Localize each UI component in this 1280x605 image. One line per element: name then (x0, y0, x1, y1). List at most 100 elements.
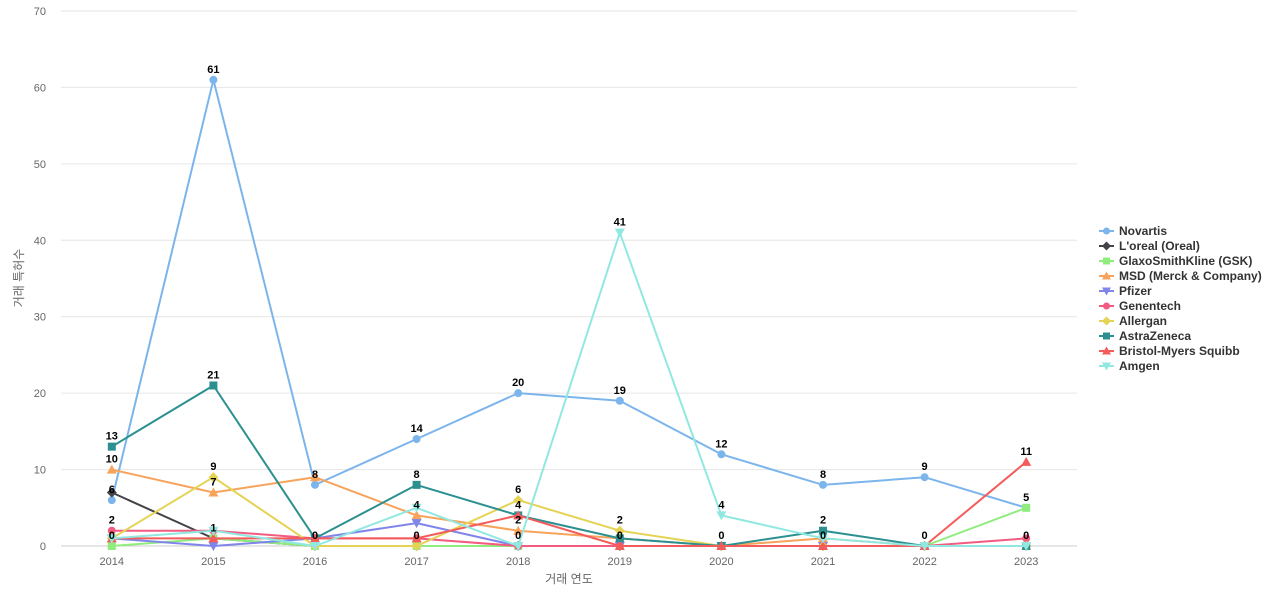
data-point[interactable] (411, 503, 422, 513)
data-point[interactable] (615, 396, 624, 405)
data-point[interactable] (310, 533, 320, 543)
data-point[interactable] (208, 542, 219, 551)
data-point[interactable] (513, 525, 524, 535)
data-point[interactable] (208, 533, 219, 543)
data-point[interactable] (209, 75, 218, 84)
data-point[interactable] (106, 464, 117, 474)
y-tick-label: 40 (34, 235, 46, 247)
legend-label[interactable]: Pfizer (1119, 284, 1152, 298)
legend-marker[interactable] (1102, 287, 1111, 296)
data-label: 4 (718, 499, 725, 511)
data-point[interactable] (107, 442, 116, 451)
data-point[interactable] (208, 487, 219, 497)
data-point[interactable] (920, 473, 929, 482)
data-point[interactable] (411, 541, 422, 551)
legend-label[interactable]: AstraZeneca (1119, 329, 1191, 343)
data-point[interactable] (1021, 456, 1032, 466)
legend-label[interactable]: Genentech (1119, 299, 1181, 313)
data-point[interactable] (412, 435, 421, 443)
legend-item[interactable]: L'oreal (Oreal) (1099, 239, 1200, 253)
data-point[interactable] (209, 381, 218, 390)
legend-label[interactable]: Amgen (1119, 359, 1160, 373)
legend-label[interactable]: Novartis (1119, 224, 1167, 238)
data-point[interactable] (411, 519, 422, 529)
data-point[interactable] (513, 510, 524, 520)
data-point[interactable] (716, 541, 727, 550)
x-tick-label: 2016 (303, 556, 327, 568)
data-point[interactable] (818, 534, 828, 544)
data-point[interactable] (513, 495, 524, 506)
legend-marker[interactable] (1102, 346, 1111, 355)
legend-label[interactable]: Allergan (1119, 314, 1167, 328)
data-point[interactable] (107, 542, 116, 550)
legend-label[interactable]: L'oreal (Oreal) (1119, 239, 1200, 253)
legend-marker[interactable] (1103, 227, 1110, 235)
data-point[interactable] (412, 480, 421, 489)
legend-item[interactable]: Novartis (1099, 224, 1167, 238)
data-point[interactable] (819, 480, 827, 489)
legend-item[interactable]: GlaxoSmithKline (GSK) (1099, 254, 1252, 268)
legend-marker[interactable] (1102, 362, 1111, 371)
data-point[interactable] (106, 487, 117, 498)
data-point[interactable] (310, 542, 320, 551)
legend-marker[interactable] (1102, 316, 1111, 326)
legend-marker[interactable] (1102, 241, 1111, 251)
series-msd-merck-company[interactable] (106, 464, 1032, 550)
data-point[interactable] (208, 472, 219, 483)
data-label: 11 (1020, 446, 1032, 458)
data-point[interactable] (310, 472, 320, 482)
data-label: 8 (820, 469, 826, 481)
data-label: 13 (106, 431, 118, 443)
data-point[interactable] (614, 228, 625, 238)
legend-marker[interactable] (1102, 271, 1111, 280)
legend-marker[interactable] (1103, 257, 1110, 265)
data-point[interactable] (919, 542, 930, 551)
legend-item[interactable]: Amgen (1099, 359, 1160, 373)
legend-item[interactable]: Pfizer (1099, 284, 1152, 298)
data-point[interactable] (514, 389, 523, 398)
series-line[interactable] (111, 384, 1027, 547)
data-label: 0 (312, 530, 318, 542)
data-point[interactable] (614, 541, 625, 550)
series-astrazeneca[interactable] (107, 381, 1031, 551)
data-point[interactable] (107, 496, 116, 505)
data-point[interactable] (614, 525, 625, 536)
data-point[interactable] (107, 526, 116, 535)
legend-label[interactable]: MSD (Merck & Company) (1119, 269, 1262, 283)
data-point[interactable] (1022, 534, 1031, 543)
legend-item[interactable]: AstraZeneca (1099, 329, 1191, 343)
data-label: 2 (515, 515, 521, 527)
data-point[interactable] (411, 510, 422, 520)
y-tick-label: 0 (40, 541, 46, 553)
data-point[interactable] (513, 542, 524, 551)
data-point[interactable] (1022, 503, 1031, 512)
data-point[interactable] (615, 534, 624, 543)
data-label: 0 (1023, 530, 1029, 542)
data-point[interactable] (106, 534, 117, 544)
x-tick-label: 2019 (608, 556, 632, 568)
series-line[interactable] (111, 468, 1027, 547)
series-novartis[interactable] (107, 75, 1031, 512)
data-point[interactable] (716, 511, 727, 521)
data-point[interactable] (208, 526, 219, 536)
data-point[interactable] (1021, 542, 1032, 551)
legend-label[interactable]: GlaxoSmithKline (GSK) (1119, 254, 1252, 268)
legend-marker[interactable] (1103, 332, 1110, 340)
data-point[interactable] (717, 450, 726, 459)
data-point[interactable] (819, 526, 827, 535)
data-point[interactable] (818, 541, 828, 550)
legend-label[interactable]: Bristol-Myers Squibb (1119, 344, 1240, 358)
series-amgen[interactable] (106, 228, 1032, 551)
legend-marker[interactable] (1103, 302, 1110, 310)
series-line[interactable] (111, 231, 1027, 547)
legend-item[interactable]: Allergan (1099, 314, 1167, 328)
data-point[interactable] (311, 480, 319, 489)
legend-item[interactable]: Genentech (1099, 299, 1181, 313)
series-line[interactable] (110, 78, 1027, 509)
data-label: 0 (617, 530, 623, 542)
data-point[interactable] (411, 533, 422, 543)
legend-item[interactable]: Bristol-Myers Squibb (1099, 344, 1240, 358)
legend-item[interactable]: MSD (Merck & Company) (1099, 269, 1262, 283)
